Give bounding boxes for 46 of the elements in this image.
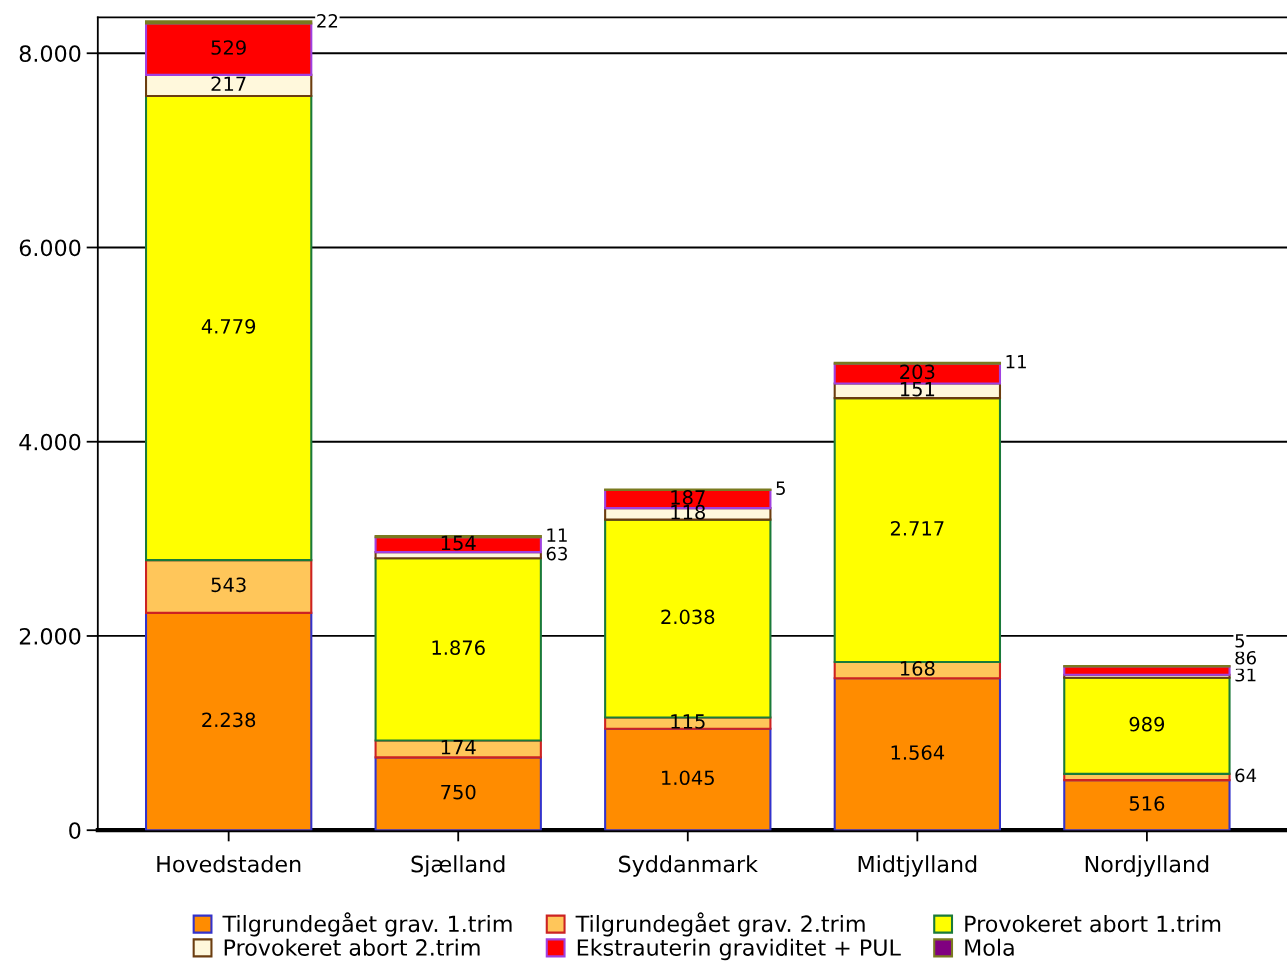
y-tick-label: 2.000 — [19, 627, 81, 645]
y-tick-label: 6.000 — [19, 239, 81, 257]
data-label: 529 — [211, 40, 246, 55]
data-label: 2.238 — [202, 712, 256, 728]
x-tick-label: Syddanmark — [619, 855, 758, 877]
data-label: 11 — [547, 528, 567, 542]
data-label: 5 — [1235, 634, 1245, 648]
legend-label: Tilgrundegået grav. 1.trim — [222, 912, 512, 937]
legend-label: Mola — [965, 938, 1014, 956]
data-label: 64 — [1235, 768, 1257, 783]
data-label: 543 — [211, 577, 246, 593]
data-label: 2.038 — [661, 609, 715, 625]
data-label: 86 — [1235, 650, 1256, 665]
data-label: 174 — [441, 740, 476, 755]
data-label: 151 — [900, 381, 935, 397]
data-label: 154 — [441, 535, 476, 551]
data-label: 168 — [900, 661, 935, 676]
y-tick-label: 8.000 — [19, 45, 81, 63]
data-label: 1.045 — [662, 770, 714, 786]
x-tick-label: Hovedstaden — [157, 855, 301, 873]
legend-label: Tilgrundegået grav. 2.trim — [575, 912, 865, 937]
y-tick-label: 0 — [69, 822, 81, 839]
x-tick-label: Midtjylland — [858, 855, 977, 877]
data-label: 989 — [1129, 716, 1165, 732]
data-label: 1.564 — [891, 745, 945, 760]
legend-label: Provokeret abort 2.trim — [224, 938, 480, 956]
data-label: 11 — [1006, 355, 1026, 369]
data-label: 750 — [441, 784, 476, 800]
data-label: 5 — [776, 481, 785, 495]
legend-label: Provokeret abort 1.trim — [965, 914, 1221, 933]
data-label: 2.717 — [890, 520, 944, 536]
x-tick-label: Sjælland — [411, 855, 505, 877]
data-label: 1.876 — [432, 640, 485, 656]
data-label: 217 — [211, 76, 246, 91]
data-label: 115 — [671, 714, 705, 729]
y-tick-label: 4.000 — [19, 433, 81, 451]
data-label: 22 — [317, 14, 338, 28]
legend-label: Ekstrauterin graviditet + PUL — [577, 938, 901, 961]
data-label: 203 — [900, 364, 935, 380]
data-label: 118 — [671, 504, 706, 520]
data-label: 516 — [1129, 796, 1165, 811]
data-label: 31 — [1235, 667, 1256, 682]
data-label: 4.779 — [201, 318, 256, 334]
x-tick-label: Nordjylland — [1085, 855, 1209, 877]
data-label: 187 — [671, 490, 705, 505]
data-label: 63 — [546, 546, 567, 561]
